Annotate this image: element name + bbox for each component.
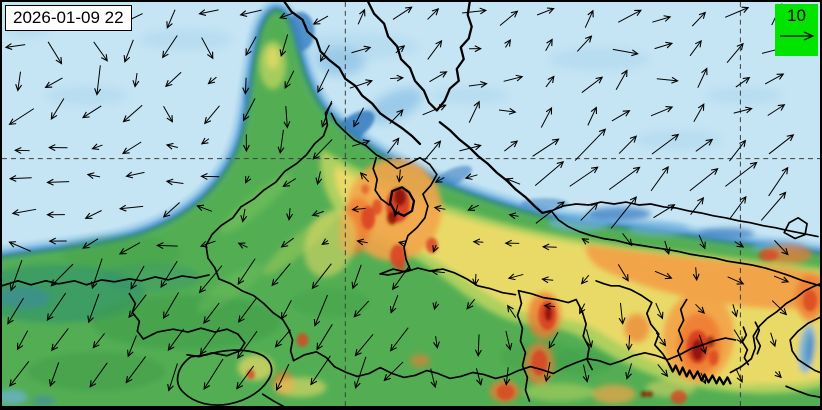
legend-box: 10 [775,4,818,56]
timestamp-box: 2026-01-09 22 [5,5,132,32]
plateau-texture [4,21,784,150]
timestamp-label: 2026-01-09 22 [13,8,124,27]
wind-arrows-layer [4,3,795,392]
legend-value: 10 [787,6,806,25]
legend-reference-arrow-icon [779,31,814,41]
himalaya-band [2,2,820,272]
